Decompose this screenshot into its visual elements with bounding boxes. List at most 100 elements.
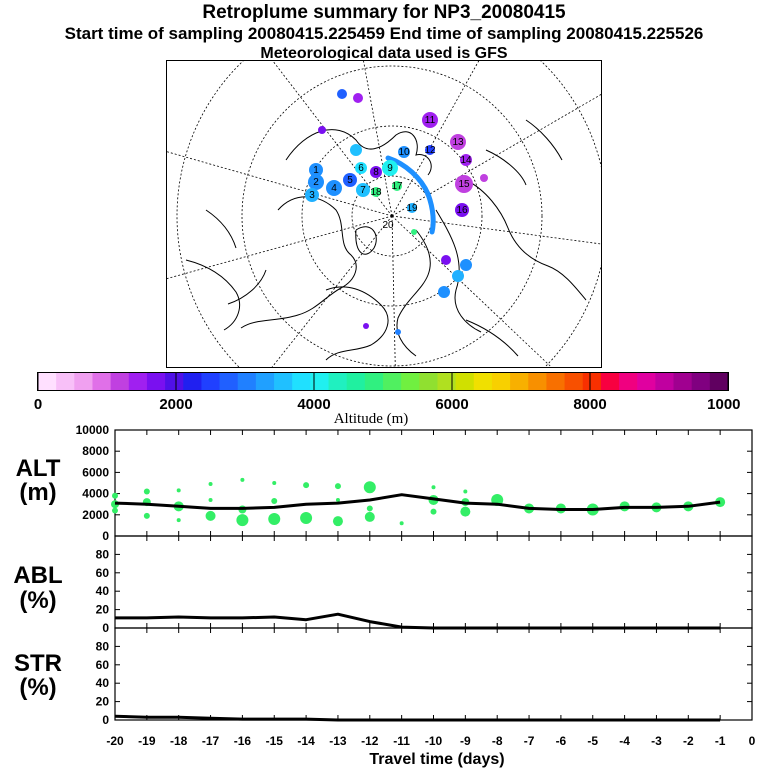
x-tick-label: -20 [106,734,124,748]
y-tick-label: 20 [96,695,110,709]
map-cluster-dot [343,173,357,187]
x-tick-label: -14 [297,734,315,748]
cluster-point [143,512,150,519]
map-cluster-dot [308,174,324,190]
x-tick-label: -1 [715,734,726,748]
colorbar-cell [237,373,257,390]
colorbar-cell [673,373,693,390]
map-cluster-dot [455,175,473,193]
cluster-point [431,485,436,490]
cluster-point [715,497,726,508]
map-cluster-dot [460,259,472,271]
map-cluster-dot [425,145,435,155]
x-tick-label: -11 [393,734,410,748]
x-tick-label: -10 [425,734,443,748]
cluster-point [208,497,213,502]
map-day-label: 5 [347,175,353,186]
map-cluster-dot [337,89,347,99]
x-tick-label: -19 [138,734,156,748]
map-day-label: 3 [309,190,315,201]
map-day-label: 1 [313,165,319,176]
cluster-point [240,477,245,482]
x-tick-label: -7 [524,734,535,748]
colorbar-cell [691,373,711,390]
x-tick-label: -12 [361,734,379,748]
colorbar-cell [292,373,311,390]
map-day-label: 2 [313,177,319,188]
y-tick-label: 60 [96,658,110,672]
panel-frame [114,627,753,721]
cluster-point [460,506,471,517]
panel-frame [114,535,753,629]
colorbar-cell [56,373,75,390]
cluster-point [272,481,277,485]
cluster-point [143,488,150,495]
map-cluster-dot [480,174,488,182]
abl-panel-label: ABL [13,562,62,589]
map-day-label: 9 [387,163,393,174]
map-cluster-dot [385,222,391,228]
map-cluster-dot [363,323,369,329]
map-day-label: 20 [382,220,394,231]
map-cluster-dot [355,162,367,174]
y-tick-label: 0 [102,621,109,635]
map-cluster-dot [392,181,402,191]
colorbar-cell [74,373,93,390]
y-tick-label: 4000 [82,487,109,501]
str-series-line [114,714,721,722]
y-tick-label: 0 [102,529,109,543]
map-cluster-dot [371,187,381,197]
map-day-label: 8 [373,167,379,178]
y-tick-label: 6000 [82,465,109,479]
map-day-label: 19 [406,203,418,214]
cluster-point [271,498,278,505]
map-cluster-dot [326,180,342,196]
map-day-label: 11 [425,115,436,126]
colorbar-cell [655,373,675,390]
cluster-point [430,508,437,515]
map-cluster-dot [370,166,382,178]
x-tick-label: -3 [651,734,662,748]
cluster-point [208,482,213,487]
colorbar-cell [328,373,348,390]
colorbar-cell [146,373,166,390]
colorbar-cell [219,373,239,390]
alt-panel-unit: (m) [19,479,56,506]
colorbar-cell [128,373,148,390]
colorbar-cell [637,373,656,390]
cluster-point [334,483,341,490]
colorbar-cell [510,373,529,390]
map-day-label: 4 [331,183,337,194]
y-tick-label: 20 [96,603,110,617]
cluster-point [300,511,313,524]
colorbar-cell [38,373,57,390]
map-cluster-dot [411,229,417,235]
cluster-point [399,521,404,526]
cluster-point [463,489,468,494]
map-cluster-dot [382,160,398,176]
colorbar-tick-label: 10000 [707,396,740,413]
alt-panel-label: ALT [16,455,61,482]
colorbar-tick-label: 0 [34,396,42,413]
y-tick-label: 80 [96,639,110,653]
map-cluster-dot [438,286,450,298]
colorbar-cell [92,373,112,390]
colorbar-cell [346,373,366,390]
x-tick-label: -8 [492,734,503,748]
colorbar-cell [600,373,620,390]
x-tick-label: -16 [234,734,252,748]
y-tick-label: 10000 [76,423,110,437]
colorbar-cell [419,373,438,390]
colorbar-cell [310,373,330,390]
x-tick-label: -6 [556,734,567,748]
colorbar-cell [383,373,402,390]
x-tick-label: -18 [170,734,188,748]
colorbar-tick-label: 6000 [435,396,468,413]
map-cluster-dot [398,146,410,158]
x-tick-label: -17 [202,734,220,748]
map-cluster-dot [422,112,438,128]
map-cluster-dot [460,154,472,166]
map-day-label: 14 [460,155,472,166]
colorbar-cell [491,373,511,390]
cluster-point [205,510,216,521]
